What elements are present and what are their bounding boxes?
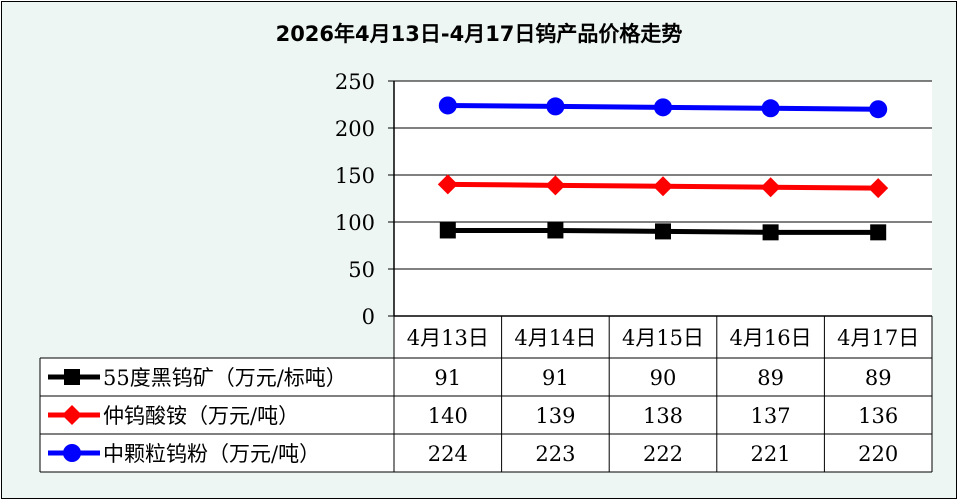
table-cell-value: 90 xyxy=(650,366,677,390)
table-cell-value: 140 xyxy=(428,404,468,428)
data-point xyxy=(869,100,888,119)
data-table: 4月13日 4月14日 4月15日 4月16日 4月17日 55度黑钨矿（万元/标吨） 91… xyxy=(39,315,933,473)
chart-title: 2026年4月13日-4月17日钨产品价格走势 xyxy=(275,22,683,46)
data-point xyxy=(654,98,672,117)
category-label: 4月17日 xyxy=(837,326,919,350)
table-cell-value: 89 xyxy=(757,366,784,390)
data-point xyxy=(762,224,779,241)
data-point xyxy=(545,175,566,196)
table-cell-value: 224 xyxy=(428,442,468,466)
y-tick-label: 250 xyxy=(335,70,375,94)
data-point xyxy=(868,178,889,199)
table-cell-value: 138 xyxy=(643,404,683,428)
data-point xyxy=(439,222,456,239)
data-point xyxy=(438,96,457,115)
table-cell-value: 222 xyxy=(643,442,683,466)
table-cell-value: 91 xyxy=(542,366,569,390)
table-cell-value: 137 xyxy=(751,404,791,428)
data-point xyxy=(546,97,565,116)
table-body-bg xyxy=(40,358,932,472)
legend-label: 55度黑钨矿（万元/标吨） xyxy=(103,366,347,390)
data-point xyxy=(547,222,564,239)
y-tick-label: 50 xyxy=(348,258,375,282)
y-tick-label: 0 xyxy=(362,305,375,329)
data-point xyxy=(870,224,887,241)
table-cell-value: 139 xyxy=(535,404,575,428)
legend-key-marker xyxy=(64,369,80,385)
table-cell-value: 91 xyxy=(434,366,461,390)
legend-label: 仲钨酸铵（万元/吨） xyxy=(103,404,299,428)
series-layer xyxy=(437,96,889,241)
data-point xyxy=(653,176,673,197)
legend-key-marker xyxy=(62,405,82,425)
y-tick-label: 150 xyxy=(335,164,375,188)
table-cell-value: 89 xyxy=(865,366,892,390)
table-header-bg xyxy=(394,316,932,358)
table-cell-value: 220 xyxy=(858,442,898,466)
data-point xyxy=(760,177,781,198)
category-label: 4月16日 xyxy=(730,326,812,350)
table-cell-value: 223 xyxy=(535,442,575,466)
data-point xyxy=(761,99,780,118)
plot-area xyxy=(394,81,932,316)
table-cell-value: 221 xyxy=(751,442,791,466)
grid-layer xyxy=(394,80,932,316)
table-cell-value: 136 xyxy=(858,404,898,428)
axis-layer: 0 50 100 150 200 250 xyxy=(335,70,395,329)
category-label: 4月15日 xyxy=(622,326,704,350)
y-tick-label: 200 xyxy=(335,117,375,141)
data-point xyxy=(437,174,458,195)
legend-label: 中颗粒钨粉（万元/吨） xyxy=(103,442,320,466)
y-tick-label: 100 xyxy=(335,211,375,235)
legend-key-marker xyxy=(63,444,81,462)
category-label: 4月14日 xyxy=(514,326,596,350)
data-point xyxy=(655,223,671,240)
category-label: 4月13日 xyxy=(407,326,489,350)
